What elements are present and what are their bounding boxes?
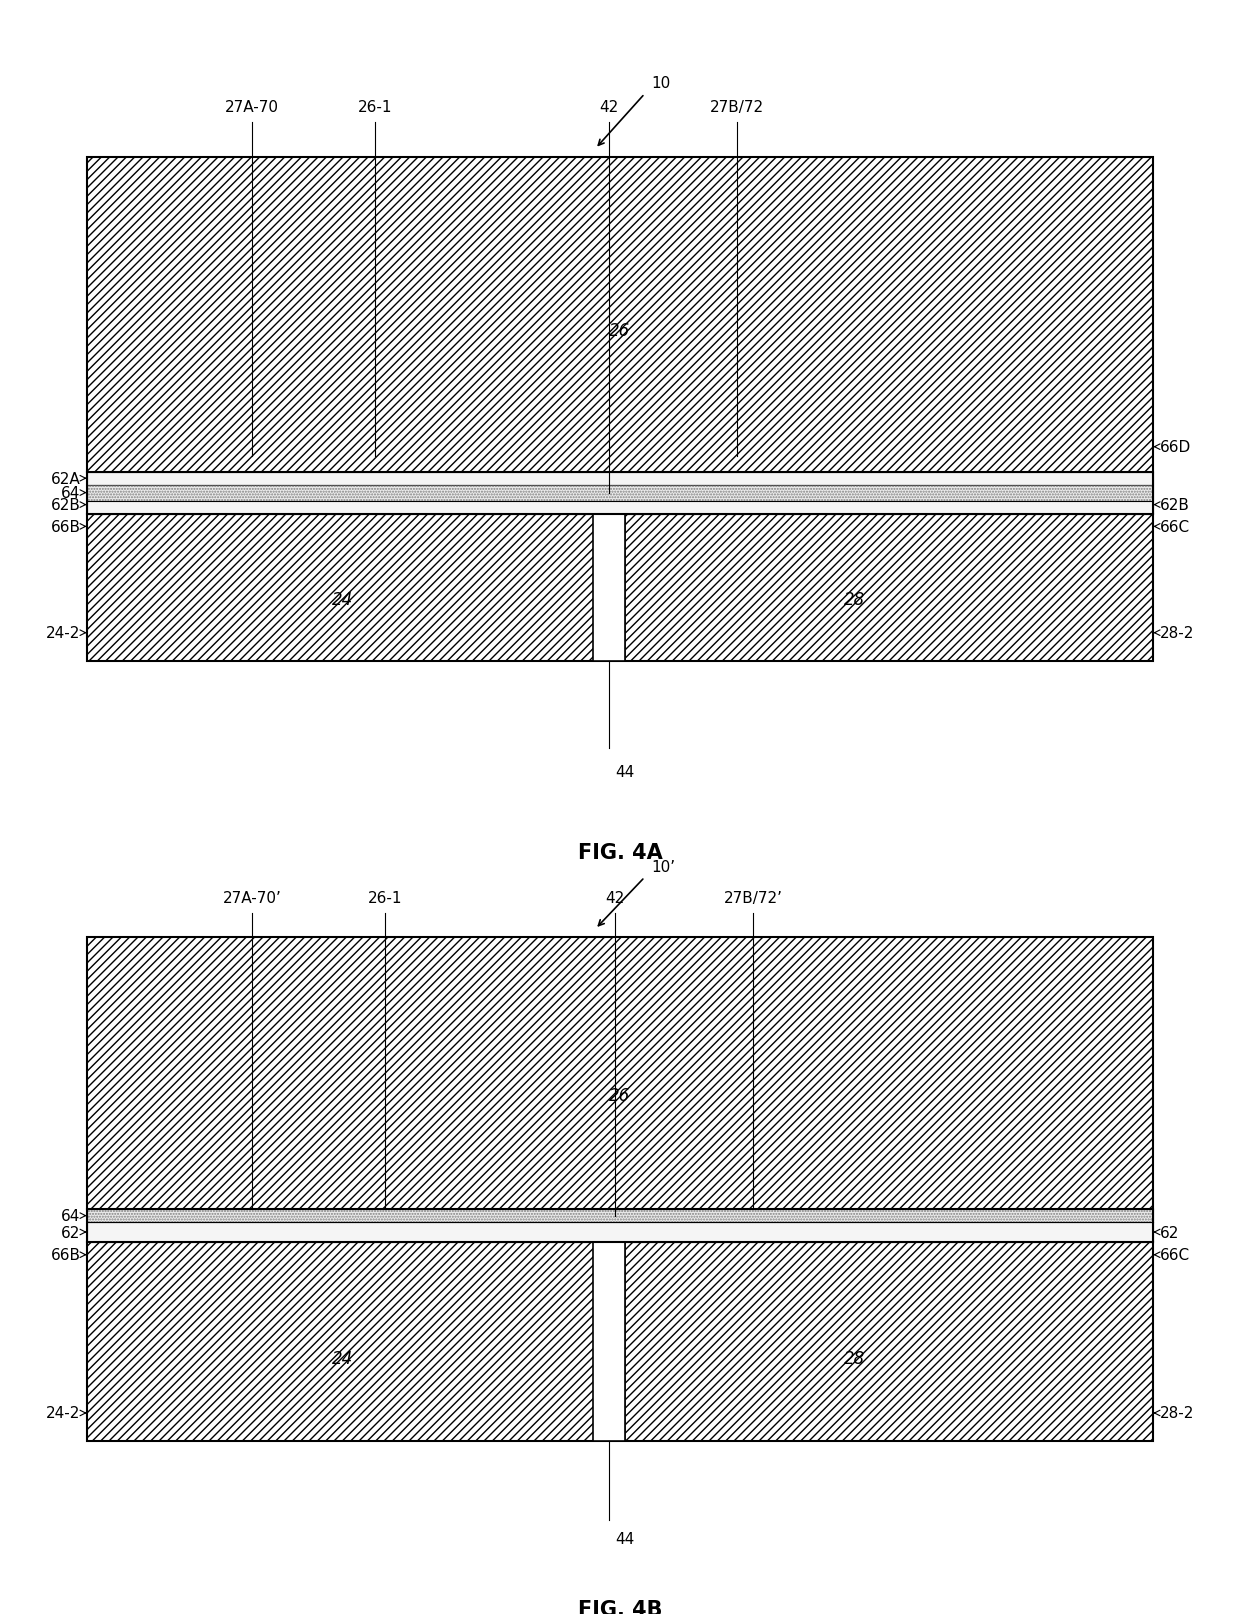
Bar	[625, 515, 1153, 662]
Bar	[87, 938, 1153, 1209]
Text: 10’: 10’	[651, 859, 675, 875]
Bar	[87, 473, 1153, 486]
Text: 27B/72: 27B/72	[711, 100, 764, 115]
Text: 24: 24	[332, 591, 353, 608]
Text: 28: 28	[844, 591, 866, 608]
Text: 27A-70: 27A-70	[226, 100, 279, 115]
Bar	[87, 158, 1153, 473]
Bar	[87, 486, 1153, 502]
Text: 26: 26	[609, 1086, 631, 1104]
Text: 24-2: 24-2	[46, 626, 81, 641]
Bar	[87, 1222, 1153, 1243]
Bar	[625, 1243, 1153, 1441]
Text: 44: 44	[615, 1532, 635, 1546]
Text: 66C: 66C	[1159, 1248, 1189, 1262]
Text: FIG. 4A: FIG. 4A	[578, 843, 662, 863]
Bar	[594, 515, 625, 662]
Text: 27B/72’: 27B/72’	[724, 891, 782, 905]
Text: 26-1: 26-1	[357, 100, 392, 115]
Text: 62: 62	[61, 1225, 81, 1240]
Text: 44: 44	[615, 763, 635, 780]
Bar	[87, 1209, 1153, 1222]
Bar	[87, 938, 1153, 1209]
Bar	[87, 502, 1153, 515]
Text: 64: 64	[61, 486, 81, 500]
Text: 26: 26	[609, 321, 631, 341]
Text: 62: 62	[1159, 1225, 1179, 1240]
Text: 10: 10	[651, 76, 671, 92]
Text: 64: 64	[61, 1209, 81, 1223]
Text: 62B: 62B	[51, 497, 81, 513]
Text: 66C: 66C	[1159, 520, 1189, 534]
Text: 27A-70’: 27A-70’	[223, 891, 281, 905]
Bar	[87, 938, 1153, 1441]
Bar	[87, 158, 1153, 473]
Bar	[87, 1243, 593, 1441]
Text: 62A: 62A	[51, 471, 81, 486]
Text: FIG. 4B: FIG. 4B	[578, 1599, 662, 1614]
Bar	[87, 515, 593, 662]
Text: 42: 42	[600, 100, 619, 115]
Text: 62B: 62B	[1159, 497, 1189, 513]
Bar	[87, 1243, 593, 1441]
Bar	[594, 1243, 625, 1441]
Bar	[87, 158, 1153, 662]
Text: 24: 24	[332, 1349, 353, 1367]
Text: 66D: 66D	[1159, 441, 1190, 455]
Text: 66B: 66B	[51, 520, 81, 534]
Bar	[87, 1209, 1153, 1222]
Text: 66B: 66B	[51, 1248, 81, 1262]
Text: 28: 28	[844, 1349, 866, 1367]
Bar	[87, 486, 1153, 502]
Text: 24-2: 24-2	[46, 1406, 81, 1420]
Bar	[87, 473, 1153, 486]
Bar	[87, 502, 1153, 515]
Bar	[87, 515, 593, 662]
Bar	[625, 1243, 1153, 1441]
Text: 26-1: 26-1	[368, 891, 403, 905]
Bar	[625, 515, 1153, 662]
Bar	[87, 1222, 1153, 1243]
Text: 42: 42	[605, 891, 624, 905]
Text: 28-2: 28-2	[1159, 626, 1194, 641]
Text: 28-2: 28-2	[1159, 1406, 1194, 1420]
